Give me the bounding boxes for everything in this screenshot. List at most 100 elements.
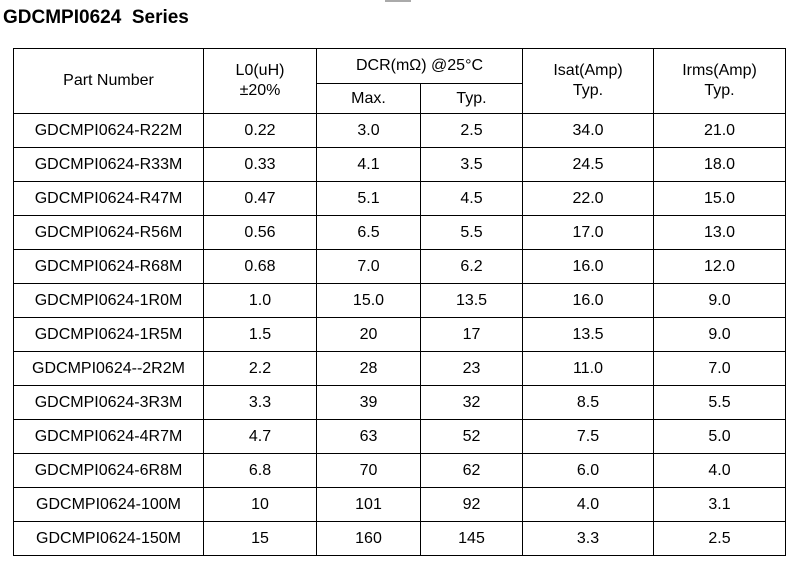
value-cell: 5.0 [653,419,787,454]
header-text: Typ. [704,82,735,99]
header-text: Typ. [572,82,604,99]
value-cell: 7.0 [653,351,787,386]
value-cell: 92 [419,487,524,522]
header-cell: L0(uH) ±20% [203,48,317,114]
value-cell: 3.3 [203,385,317,420]
top-mark [385,0,411,2]
header-cell: Isat(Amp) Typ. [522,48,655,114]
part-number-cell: GDCMPI0624-150M [13,521,204,556]
table-body: GDCMPI0624-R22M 0.22 3.0 2.5 34.0 21.0 GDCMPI0… [13,113,787,556]
value-cell: 13.5 [419,283,524,318]
value-cell: 2.5 [653,521,787,556]
value-cell: 4.0 [522,487,655,522]
value-cell: 6.0 [522,453,655,488]
value-cell: 28 [316,351,421,386]
part-number-cell: GDCMPI0624-R33M [13,147,204,182]
value-cell: 1.5 [203,317,317,352]
value-cell: 13.0 [653,215,787,250]
value-cell: 15.0 [316,283,421,318]
value-cell: 8.5 [522,385,655,420]
value-cell: 16.0 [522,249,655,284]
value-cell: 0.47 [203,181,317,216]
value-cell: 2.5 [419,113,524,148]
header-row: Max. Typ. [14,83,786,114]
value-cell: 4.7 [203,419,317,454]
value-cell: 2.2 [203,351,317,386]
value-cell: 24.5 [522,147,655,182]
value-cell: 63 [316,419,421,454]
header-text: ±20% [239,82,281,99]
value-cell: 21.0 [653,113,787,148]
part-number-cell: GDCMPI0624-R22M [13,113,204,148]
part-number-cell: GDCMPI0624-1R0M [13,283,204,318]
header-text: Isat(Amp) [553,62,623,79]
value-cell: 34.0 [522,113,655,148]
part-number-cell: GDCMPI0624-6R8M [13,453,204,488]
value-cell: 9.0 [653,283,787,318]
part-number-cell: GDCMPI0624-R56M [13,215,204,250]
value-cell: 52 [419,419,524,454]
value-cell: 23 [419,351,524,386]
value-cell: 39 [316,385,421,420]
value-cell: 7.5 [522,419,655,454]
header-text: Irms(Amp) [682,62,757,79]
value-cell: 9.0 [653,317,787,352]
value-cell: 32 [419,385,524,420]
title: GDCMPI0624 Series [3,7,189,28]
value-cell: 0.68 [203,249,317,284]
part-number-cell: GDCMPI0624-R47M [13,181,204,216]
part-number-cell: GDCMPI0624-3R3M [13,385,204,420]
table-row: GDCMPI0624-R47M 0.47 5.1 4.5 22.0 15.0 [13,181,787,216]
value-cell: 5.1 [316,181,421,216]
value-cell: 4.0 [653,453,787,488]
table-row: GDCMPI0624-1R5M 1.5 20 17 13.5 9.0 [13,317,787,352]
value-cell: 3.3 [522,521,655,556]
table-head: Part Number L0(uH) ±20% DCR(mΩ) @25°C Isa… [13,48,787,114]
value-cell: 10 [203,487,317,522]
header-cell: Typ. [419,83,524,114]
table-row: GDCMPI0624-R33M 0.33 4.1 3.5 24.5 18.0 [13,147,787,182]
value-cell: 3.1 [653,487,787,522]
value-cell: 13.5 [522,317,655,352]
part-number-cell: GDCMPI0624-R68M [13,249,204,284]
part-number-cell: GDCMPI0624--2R2M [13,351,204,386]
value-cell: 15 [203,521,317,556]
table-row: GDCMPI0624-R68M 0.68 7.0 6.2 16.0 12.0 [13,249,787,284]
value-cell: 20 [316,317,421,352]
table-row: GDCMPI0624--2R2M 2.2 28 23 11.0 7.0 [13,351,787,386]
value-cell: 160 [316,521,421,556]
value-cell: 17 [419,317,524,352]
table-row: GDCMPI0624-150M 15 160 145 3.3 2.5 [13,521,787,556]
table-row: GDCMPI0624-R22M 0.22 3.0 2.5 34.0 21.0 [13,113,787,148]
header-cell: DCR(mΩ) @25°C [315,48,524,84]
value-cell: 6.2 [419,249,524,284]
table-row: GDCMPI0624-100M 10 101 92 4.0 3.1 [13,487,787,522]
value-cell: 101 [316,487,421,522]
part-number-cell: GDCMPI0624-100M [13,487,204,522]
header-cell: Part Number [13,48,204,114]
value-cell: 12.0 [653,249,787,284]
value-cell: 22.0 [522,181,655,216]
value-cell: 0.22 [203,113,317,148]
table-row: GDCMPI0624-R56M 0.56 6.5 5.5 17.0 13.0 [13,215,787,250]
value-cell: 0.56 [203,215,317,250]
header-text: L0(uH) [235,62,285,79]
value-cell: 6.8 [203,453,317,488]
value-cell: 6.5 [316,215,421,250]
value-cell: 7.0 [316,249,421,284]
value-cell: 1.0 [203,283,317,318]
header-row: Part Number L0(uH) ±20% DCR(mΩ) @25°C Isa… [13,48,787,114]
part-number-cell: GDCMPI0624-4R7M [13,419,204,454]
value-cell: 3.5 [419,147,524,182]
table-row: GDCMPI0624-3R3M 3.3 39 32 8.5 5.5 [13,385,787,420]
table-row: GDCMPI0624-6R8M 6.8 70 62 6.0 4.0 [13,453,787,488]
value-cell: 0.33 [203,147,317,182]
header-cell: Irms(Amp) Typ. [653,48,787,114]
value-cell: 18.0 [653,147,787,182]
table-row: GDCMPI0624-1R0M 1.0 15.0 13.5 16.0 9.0 [13,283,787,318]
table-row: GDCMPI0624-4R7M 4.7 63 52 7.5 5.0 [13,419,787,454]
value-cell: 4.5 [419,181,524,216]
value-cell: 5.5 [653,385,787,420]
value-cell: 62 [419,453,524,488]
